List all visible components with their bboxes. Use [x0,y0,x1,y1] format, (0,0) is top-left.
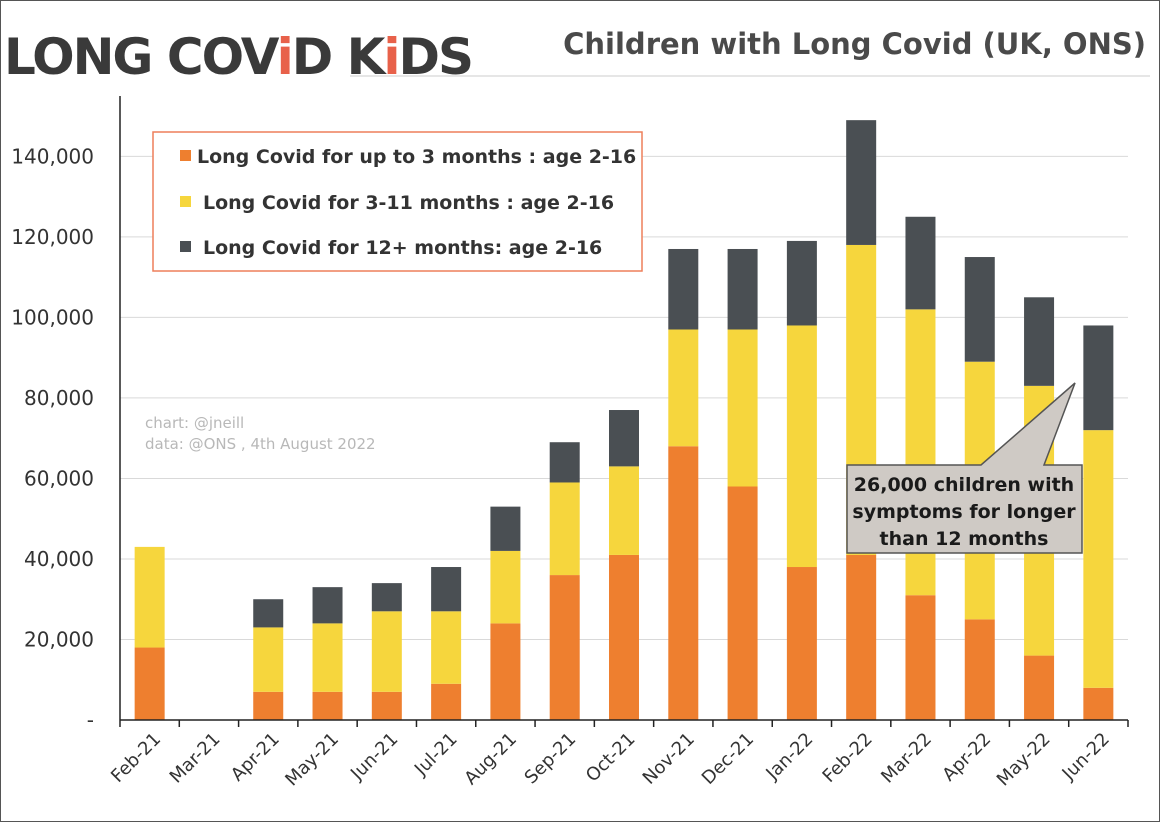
bar-segment-up-to-3-months [549,575,580,720]
logo-part-4: i [383,28,398,86]
credit-data: data: @ONS , 4th August 2022 [145,435,376,453]
bar-segment-3-11-months [490,550,521,624]
logo-part-5: DS [399,28,473,86]
callout-line-1: 26,000 children with [854,474,1074,496]
x-tick-label: Apr-22 [938,729,995,786]
x-tick-label: Jan-22 [761,729,817,785]
credit-chart: chart: @jneill [145,414,244,432]
x-tick-label: Jul-21 [410,729,462,781]
bar-segment-12-plus-months [490,506,521,551]
bar-segment-12-plus-months [846,120,877,245]
legend: Long Covid for up to 3 months : age 2-16… [152,131,643,272]
callout: 26,000 children with symptoms for longer… [846,382,1083,554]
bar-segment-3-11-months [134,546,165,648]
y-tick-label: 20,000 [24,627,94,651]
callout-shape [846,382,1083,554]
bar-segment-up-to-3-months [727,486,758,720]
bar-segment-12-plus-months [786,240,817,326]
y-tick-label: 80,000 [24,386,94,410]
y-tick-label: 40,000 [24,547,94,571]
bar-segment-12-plus-months [253,599,284,628]
logo-part-3: D K [292,28,388,86]
bar-segment-up-to-3-months [253,691,284,720]
legend-swatch-long [180,241,191,252]
bar-segment-up-to-3-months [905,595,936,720]
logo: LONG COViD KiDS [4,28,472,86]
bar-segment-3-11-months [312,623,343,692]
bar-segment-12-plus-months [964,257,995,362]
legend-label-short: Long Covid for up to 3 months : age 2-16 [197,146,636,168]
bar-segment-up-to-3-months [846,554,877,720]
x-tick-label: May-21 [281,729,343,791]
legend-label-long: Long Covid for 12+ months: age 2-16 [203,237,602,259]
x-tick-label: Jun-22 [1058,729,1114,785]
y-tick-label: 100,000 [11,305,94,329]
y-tick-label: 140,000 [11,144,94,168]
bar-segment-12-plus-months [1083,325,1114,431]
legend-swatch-mid [180,196,191,207]
bar-segment-3-11-months [609,466,639,555]
y-axis-ticks: - 20,000 40,000 60,000 80,000 100,000 120,000 1… [11,144,94,732]
bar-segment-up-to-3-months [1083,687,1114,720]
x-tick-label: Aug-21 [460,729,520,789]
y-tick-label: 120,000 [11,225,94,249]
bar-segment-12-plus-months [727,248,758,330]
bar-segment-up-to-3-months [668,446,699,720]
x-tick-label: Mar-21 [166,729,225,788]
bar-segment-up-to-3-months [431,683,462,720]
bar-segment-12-plus-months [312,587,343,624]
x-tick-label: Apr-21 [227,729,284,786]
x-tick-label: Feb-22 [819,729,877,787]
x-tick-label: Mar-22 [877,729,936,788]
bar-segment-up-to-3-months [609,554,639,720]
x-tick-label: Dec-21 [698,729,758,789]
x-tick-label: Feb-21 [107,729,165,787]
bar-segment-3-11-months [786,325,817,568]
logo-part-2: i [277,28,292,86]
callout-line-3: than 12 months [880,528,1049,550]
bar-segment-up-to-3-months [134,647,165,720]
bar-segment-up-to-3-months [490,623,521,720]
bar-segment-up-to-3-months [964,619,995,720]
bar-segment-3-11-months [727,329,758,487]
x-tick-label: Sep-21 [521,729,581,789]
bar-segment-12-plus-months [905,216,936,310]
legend-label-mid: Long Covid for 3-11 months : age 2-16 [203,192,614,214]
bar-segment-3-11-months [253,627,284,692]
callout-line-2: symptoms for longer [852,501,1076,523]
x-tick-label: Oct-21 [582,729,640,787]
bar-segment-up-to-3-months [1024,655,1055,720]
bar-segment-3-11-months [668,329,699,447]
y-tick-label: 60,000 [24,466,94,490]
bar-segment-12-plus-months [549,442,580,483]
bar-segment-up-to-3-months [786,567,817,720]
chart-title: Children with Long Covid (UK, ONS) [563,27,1146,61]
bar-segment-12-plus-months [371,583,402,612]
bar-segment-12-plus-months [668,248,699,330]
bar-segment-3-11-months [371,611,402,692]
bar-segment-12-plus-months [1024,297,1055,386]
bar-segment-12-plus-months [431,567,462,612]
bar-segment-3-11-months [1083,430,1114,688]
legend-box [152,131,643,272]
logo-part-1: LONG COV [4,28,280,86]
bar-segment-12-plus-months [609,410,639,467]
bar-segment-up-to-3-months [312,691,343,720]
bar-segment-3-11-months [431,611,462,684]
x-tick-label: May-22 [993,729,1055,791]
bar-segment-3-11-months [549,482,580,576]
x-tick-label: Jun-21 [346,729,402,785]
x-tick-label: Nov-21 [639,729,699,789]
legend-swatch-short [180,150,191,161]
y-tick-label: - [87,708,94,732]
bar-segment-up-to-3-months [371,691,402,720]
